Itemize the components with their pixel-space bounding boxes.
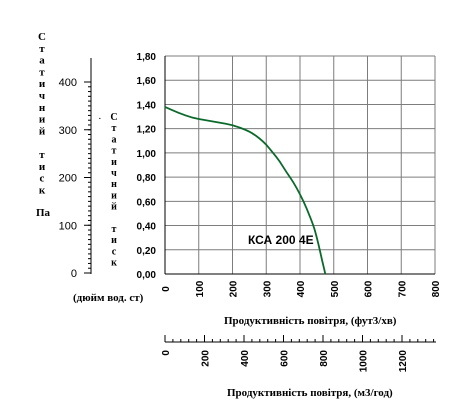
y-axis-unit-label: (дюйм вод. ст) [73, 292, 144, 304]
y-tick-label: 1,20 [137, 125, 157, 136]
pascal-axis-label-char: а [39, 55, 45, 67]
m3h-axis-label: Продуктивність повітря, (м3/год) [227, 387, 393, 399]
m3h-tick-label: 200 [201, 350, 212, 367]
y-tick-label: 1,60 [137, 76, 157, 87]
series-label: КСА 200 4Е [248, 233, 314, 247]
pascal-axis-label-char: и [39, 78, 46, 90]
y-tick-label: 1,00 [137, 149, 157, 160]
pascal-axis-label-char: й [39, 125, 46, 137]
series-layer [164, 106, 327, 275]
x-tick-label: 0 [161, 286, 172, 292]
x-tick-label: 400 [296, 280, 307, 297]
inwg-axis-label-char: с [112, 246, 117, 257]
series-line [164, 106, 327, 275]
y-tick-label: 0,80 [137, 173, 157, 184]
inwg-axis-label-char: н [111, 179, 117, 190]
pascal-tick-label: 100 [59, 220, 77, 232]
inwg-axis-label-char: ч [111, 168, 117, 179]
pascal-axis-label-char: т [39, 43, 45, 55]
y-tick-label: 0,20 [137, 246, 157, 257]
x-tick-label: 100 [195, 280, 206, 297]
m3h-tick-label: 800 [319, 350, 330, 367]
inwg-axis-label-char: а [112, 134, 117, 145]
y-tick-label: 0,40 [137, 222, 157, 233]
pascal-tick-label: 300 [59, 125, 77, 137]
x-tick-label: 500 [330, 280, 341, 297]
inwg-axis-label-char: С [110, 112, 117, 123]
inwg-axis-label-char: и [111, 235, 117, 246]
x-tick-label: 800 [431, 280, 442, 297]
y-tick-label: 1,40 [137, 100, 157, 111]
inwg-axis-label-char: т [112, 123, 117, 134]
cfm-axis: 0 100 200 300 400 500 600 700 800 [161, 280, 442, 297]
pascal-tick-label: 0 [71, 268, 77, 280]
pascal-axis-label-char: и [39, 161, 46, 173]
pascal-axis-label-char: С [38, 31, 46, 43]
pascal-tick-label: 400 [59, 77, 77, 89]
inwg-axis-label-char: т [112, 146, 117, 157]
m3h-tick-label: 0 [161, 350, 172, 356]
pascal-axis-label-char: ч [39, 90, 45, 102]
pascal-axis-label-char: с [40, 173, 45, 185]
pascal-unit-label: Па [36, 207, 51, 219]
inwg-bullet: · [98, 113, 102, 125]
pascal-tick-label: 200 [59, 173, 77, 185]
m3h-tick-label: 600 [280, 350, 291, 367]
pascal-axis-label-char: и [39, 114, 46, 126]
inwg-axis-label-char: к [111, 258, 117, 269]
pascal-axis-label-char: к [39, 184, 46, 196]
inwg-axis-label-char: т [112, 224, 117, 235]
inwg-axis-label-char: й [111, 202, 117, 213]
y-tick-label: 0,00 [137, 270, 157, 281]
x-tick-label: 300 [262, 280, 273, 297]
x-tick-label: 600 [364, 280, 375, 297]
inwg-axis-label-char: и [111, 157, 117, 168]
x-tick-label: 700 [397, 280, 408, 297]
m3h-axis: 0 200 400 600 800 1000 1200 [161, 335, 436, 372]
plot-grid: 0,00 0,20 0,40 0,60 0,80 1,00 1,20 1,40 1,60 1,80 [137, 52, 436, 281]
x-tick-label: 200 [229, 280, 240, 297]
y-tick-label: 1,80 [137, 52, 157, 63]
m3h-tick-label: 1200 [398, 350, 409, 373]
m3h-tick-label: 1000 [359, 350, 370, 373]
y-tick-label: 0,60 [137, 197, 157, 208]
m3h-tick-label: 400 [240, 350, 251, 367]
x-axis-label: Продуктивність повітря, (фут3/хв) [224, 315, 397, 327]
pascal-axis-label-char: т [39, 66, 45, 78]
pascal-axis-label-char: т [39, 149, 45, 161]
inwg-axis-label-char: и [111, 190, 117, 201]
pascal-axis-label-char: н [39, 102, 46, 114]
